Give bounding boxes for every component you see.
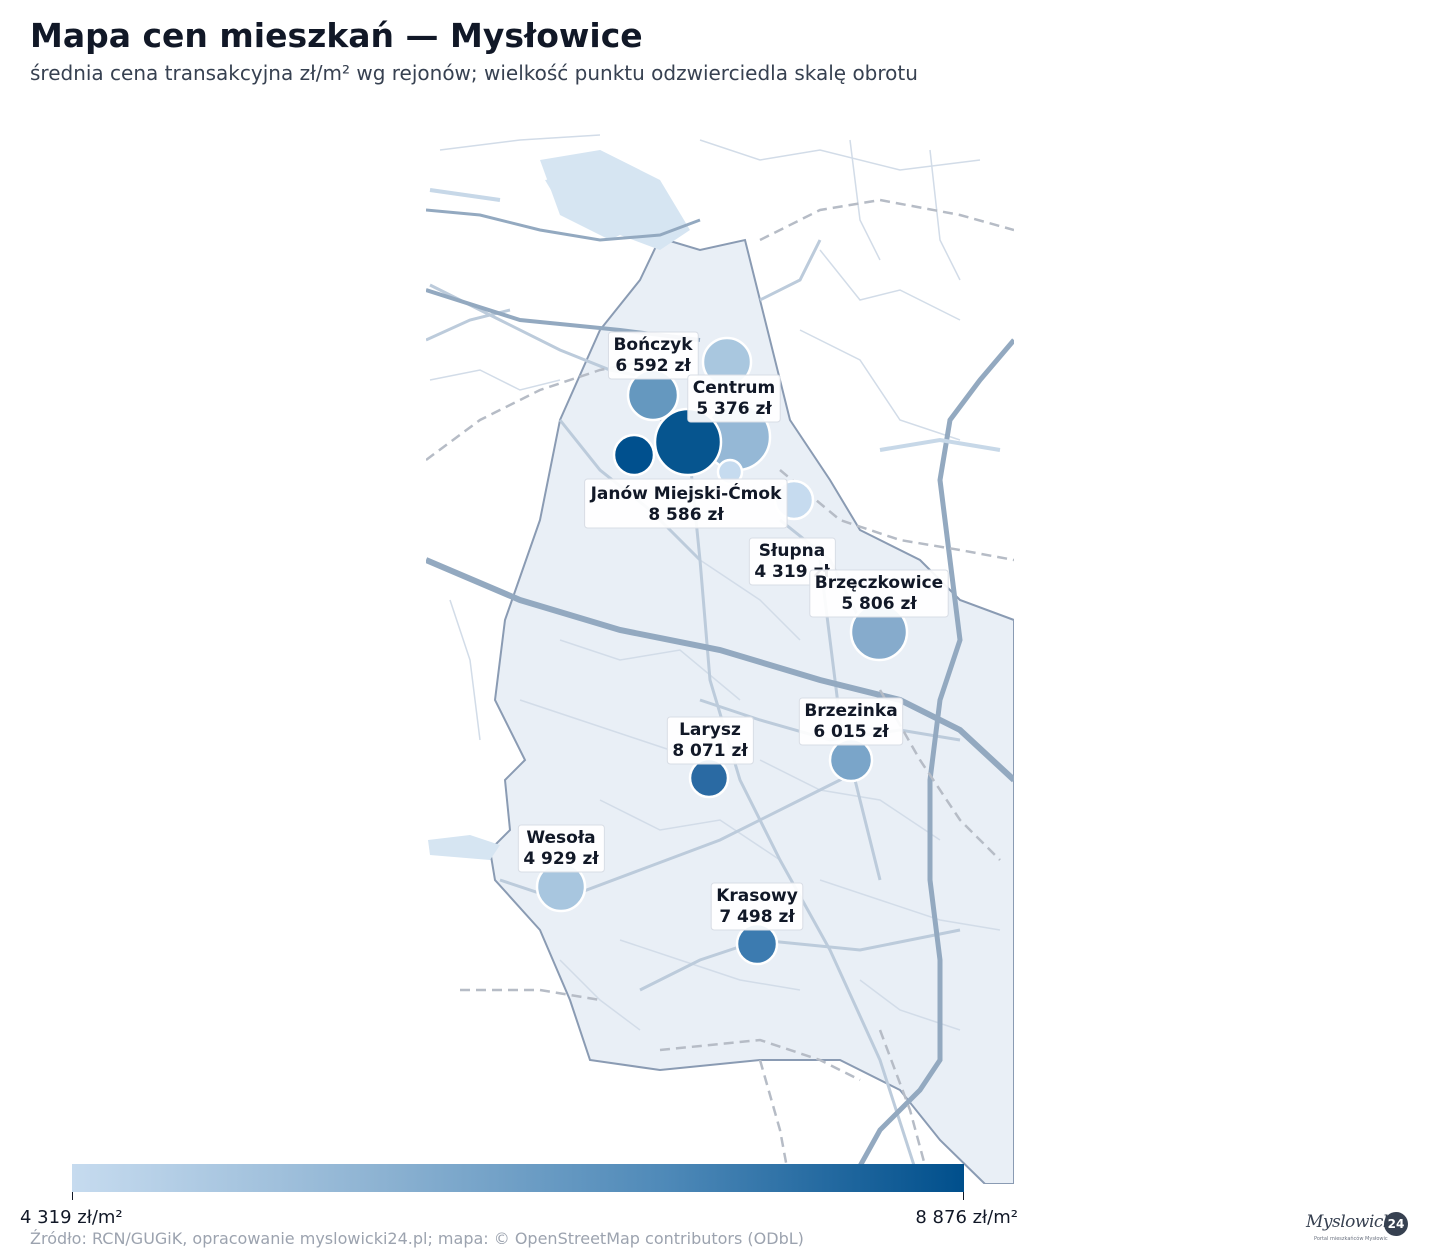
district-label-box bbox=[584, 478, 788, 529]
water-bodies bbox=[428, 150, 690, 860]
color-scale-min-label: 4 319 zł/m² bbox=[20, 1207, 123, 1228]
district-name: Słupna bbox=[759, 541, 825, 561]
district-name: Wesoła bbox=[526, 828, 595, 848]
district-point-secondary bbox=[612, 433, 656, 477]
map-subtitle: średnia cena transakcyjna zł/m² wg rejon… bbox=[30, 61, 918, 85]
color-scale-max-label: 8 876 zł/m² bbox=[915, 1207, 1018, 1228]
district-name: Brzęczkowice bbox=[815, 573, 943, 593]
color-scale-max-tick bbox=[963, 1192, 964, 1200]
myslowicki24-logo[interactable]: Myslowicki 24 Portal mieszkańców Mysłowi… bbox=[1300, 1206, 1412, 1248]
district-name: Brzezinka bbox=[804, 701, 897, 721]
district-name: Larysz bbox=[679, 720, 741, 740]
district-price: 6 015 zł bbox=[813, 722, 889, 742]
district-price: 8 071 zł bbox=[672, 741, 748, 761]
city-boundary bbox=[488, 236, 1014, 1184]
district-price: 4 929 zł bbox=[523, 849, 599, 869]
district-label-box bbox=[666, 716, 754, 765]
logo-text: Myslowicki bbox=[1306, 1212, 1398, 1232]
district-name: Bończyk bbox=[613, 335, 693, 355]
color-scale-min-tick bbox=[72, 1192, 73, 1200]
district-price: 7 498 zł bbox=[719, 907, 795, 927]
district-label-box bbox=[710, 882, 804, 931]
district-name: Krasowy bbox=[716, 886, 798, 906]
district-label-box bbox=[687, 374, 781, 423]
district-name: Centrum bbox=[693, 378, 775, 398]
district-label-box bbox=[607, 331, 699, 380]
district-price: 8 586 zł bbox=[648, 505, 724, 525]
district-name: Janów Miejski-Ćmok bbox=[590, 482, 782, 504]
source-note: Źródło: RCN/GUGiK, opracowanie myslowick… bbox=[30, 1229, 804, 1248]
district-price: 5 806 zł bbox=[841, 594, 917, 614]
district-point[interactable] bbox=[688, 757, 730, 799]
district-label-box bbox=[809, 569, 949, 618]
logo-tagline: Portal mieszkańców Mysłowic bbox=[1314, 1236, 1388, 1242]
district-label-box bbox=[798, 697, 904, 746]
logo-badge: 24 bbox=[1384, 1212, 1408, 1236]
color-scale-bar bbox=[72, 1164, 964, 1192]
basemap bbox=[426, 126, 1014, 1184]
district-markers bbox=[535, 336, 909, 966]
district-price: 6 592 zł bbox=[615, 356, 691, 376]
district-label-box bbox=[517, 824, 605, 873]
map-title: Mapa cen mieszkań — Mysłowice bbox=[30, 16, 643, 55]
district-price: 5 376 zł bbox=[696, 399, 772, 419]
